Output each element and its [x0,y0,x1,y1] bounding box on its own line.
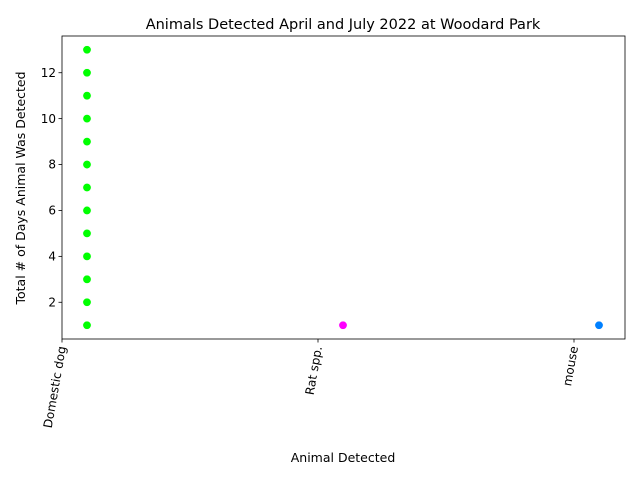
data-point [82,68,92,78]
data-point [82,251,92,261]
data-point [82,160,92,170]
data-point [82,205,92,215]
y-tick-label: 8 [48,158,56,172]
data-point [82,320,92,330]
x-tick-label: Rat spp. [303,345,325,396]
data-point [82,297,92,307]
x-tick-label: Domestic dog [41,345,69,429]
data-point [82,114,92,124]
x-axis-label: Animal Detected [291,450,396,465]
data-point [594,320,604,330]
data-point [82,274,92,284]
y-tick-label: 12 [41,66,56,80]
y-axis: 2 4 6 8 10 12 [41,66,62,309]
x-tick-label: mouse [560,345,581,387]
chart-title: Animals Detected April and July 2022 at … [146,17,541,33]
y-tick-label: 6 [48,204,56,218]
y-tick-label: 2 [48,295,56,309]
data-point [82,45,92,55]
y-axis-label: Total # of Days Animal Was Detected [13,71,28,305]
data-point [82,183,92,193]
data-point [338,320,348,330]
data-points [82,45,604,330]
data-point [82,91,92,101]
y-tick-label: 4 [48,250,56,264]
data-point [82,137,92,147]
x-axis: Domestic dog Rat spp. mouse [41,339,581,429]
y-tick-label: 10 [41,112,56,126]
data-point [82,228,92,238]
plot-frame [61,35,626,340]
